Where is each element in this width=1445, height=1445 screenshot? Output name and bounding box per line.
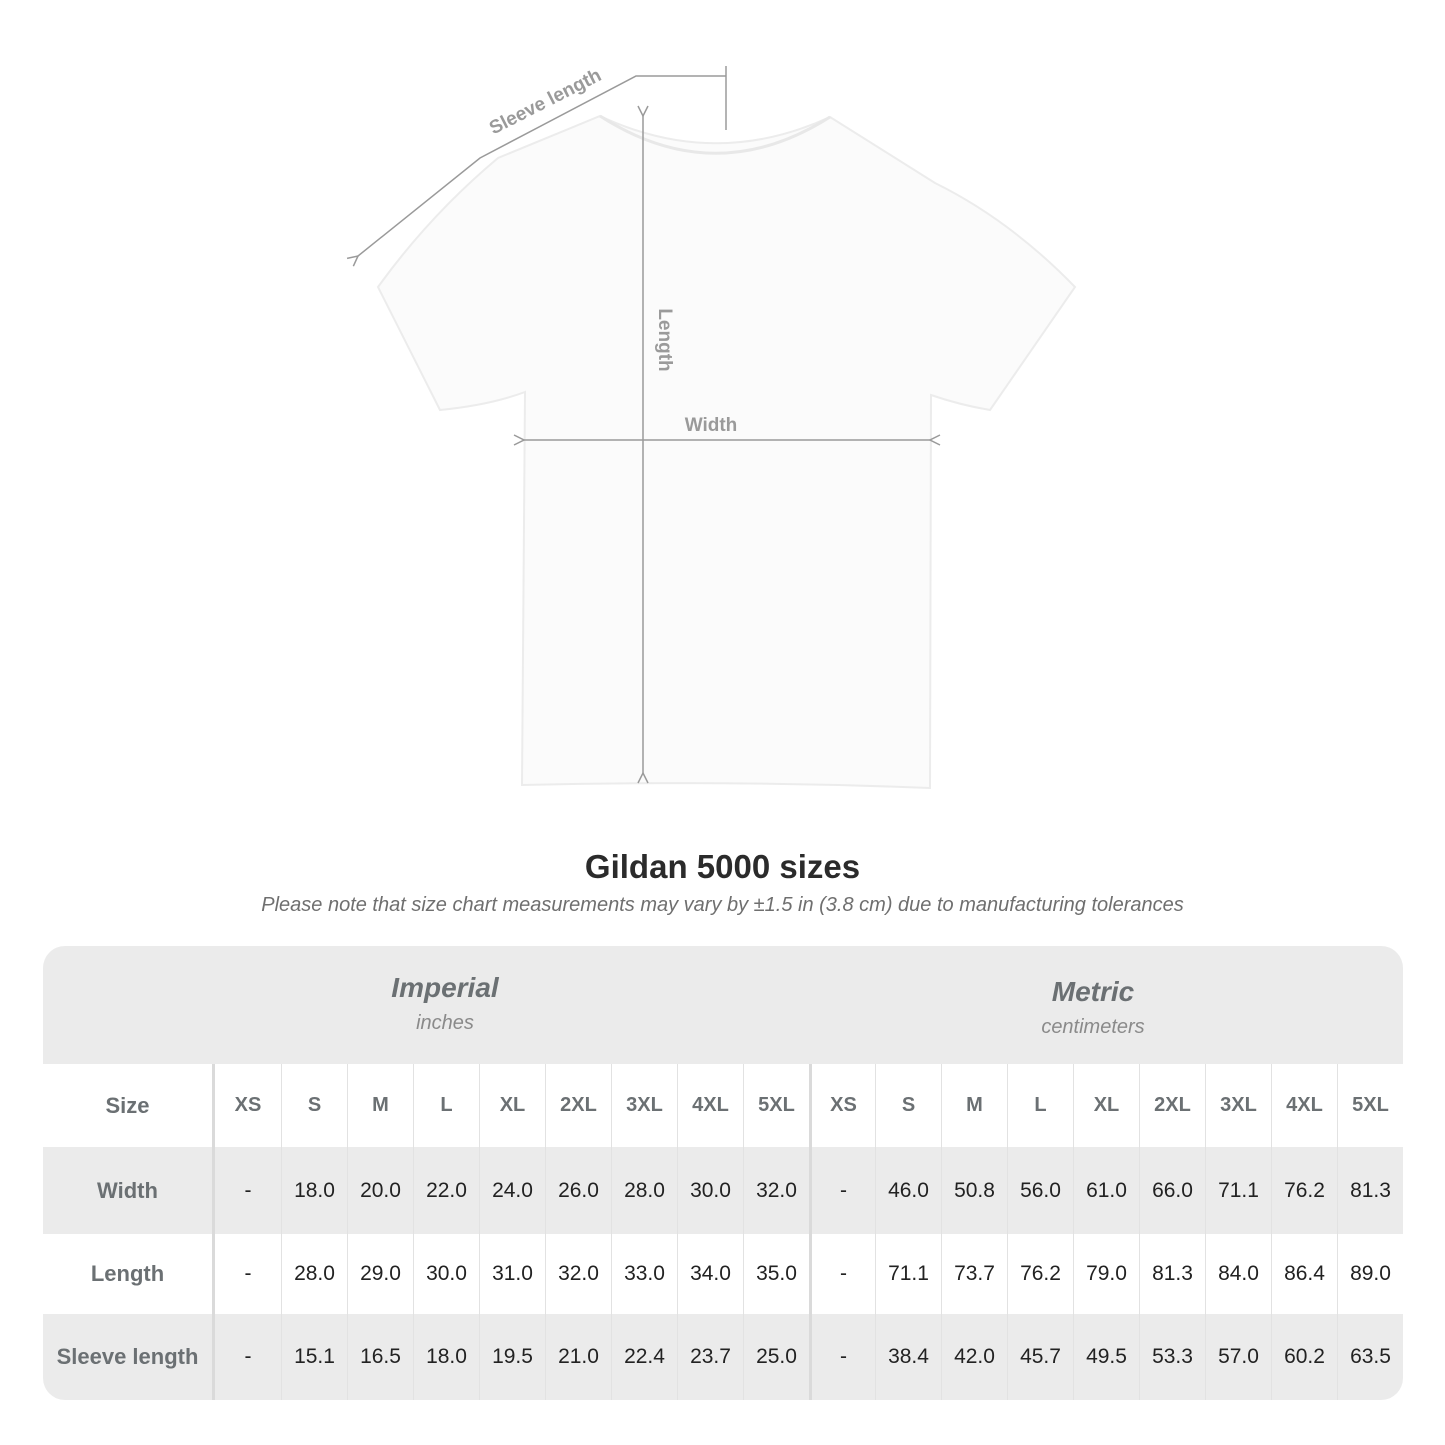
imperial-value-cell: 20.0 [347,1147,413,1234]
length-label: Length [654,308,675,371]
metric-value-cell: 45.7 [1007,1314,1073,1400]
imperial-value-cell: 30.0 [413,1234,479,1314]
imperial-value-cell: 32.0 [545,1234,611,1314]
sleeve-measure-line [358,75,726,256]
size-header-cell: XL [479,1064,545,1147]
metric-value-cell: 49.5 [1073,1314,1139,1400]
metric-value-cell: 56.0 [1007,1147,1073,1234]
metric-value-cell: 46.0 [875,1147,941,1234]
table-row: Sleeve length - 15.1 16.5 18.0 19.5 21.0 22.4 23… [43,1314,1403,1400]
imperial-value-cell: 35.0 [743,1234,809,1314]
width-label: Width [685,415,738,436]
size-header-cell: 4XL [677,1064,743,1147]
metric-value-cell: 42.0 [941,1314,1007,1400]
imperial-value-cell: 16.5 [347,1314,413,1400]
imperial-value-cell: 30.0 [677,1147,743,1234]
size-header-cell: 3XL [1205,1064,1271,1147]
size-header-cell: L [1007,1064,1073,1147]
size-row: Size XS S M L XL 2XL 3XL 4XL 5XL XS S M L XL 2XL 3XL 4XL 5… [43,1064,1403,1147]
imperial-value-cell: 26.0 [545,1147,611,1234]
metric-value-cell: 50.8 [941,1147,1007,1234]
size-header-cell: 3XL [611,1064,677,1147]
size-header-cell: XL [1073,1064,1139,1147]
metric-value-cell: 73.7 [941,1234,1007,1314]
imperial-value-cell: 22.4 [611,1314,677,1400]
row-label: Sleeve length [43,1314,215,1400]
metric-value-cell: 71.1 [1205,1147,1271,1234]
metric-value-cell: 76.2 [1271,1147,1337,1234]
metric-title: Metric [1051,976,1135,1007]
table-row: Width -18.0 20.0 22.0 24.0 26.0 28.0 30.0 32.0-4… [43,1147,1403,1234]
metric-value-cell: 76.2 [1007,1234,1073,1314]
imperial-title: Imperial [391,972,499,1003]
size-header-cell: 2XL [1139,1064,1205,1147]
size-header-cell: XS [234,1094,262,1116]
imperial-value-cell: 18.0 [281,1147,347,1234]
imperial-value-cell: - [244,1262,252,1285]
size-header-cell: L [413,1064,479,1147]
metric-value-cell: - [809,1147,875,1234]
imperial-value-cell: 19.5 [479,1314,545,1400]
metric-value-cell: 60.2 [1271,1314,1337,1400]
metric-value-cell: 81.3 [1337,1147,1403,1234]
metric-value-cell: 81.3 [1139,1234,1205,1314]
metric-value-cell: 89.0 [1337,1234,1403,1314]
row-label: Size [43,1064,215,1147]
metric-value-cell: 86.4 [1271,1234,1337,1314]
imperial-value-cell: 22.0 [413,1147,479,1234]
metric-value-cell: 79.0 [1073,1234,1139,1314]
collar [599,114,831,155]
imperial-value-cell: 31.0 [479,1234,545,1314]
page-title: Gildan 5000 sizes [584,848,861,885]
row-label: Length [43,1234,215,1314]
size-header-cell: 2XL [545,1064,611,1147]
imperial-value-cell: 23.7 [677,1314,743,1400]
imperial-unit: inches [416,1012,474,1034]
imperial-value-cell: 33.0 [611,1234,677,1314]
imperial-value-cell: 34.0 [677,1234,743,1314]
table-row: Length -28.0 29.0 30.0 31.0 32.0 33.0 34.0 35.0-… [43,1234,1403,1314]
metric-value-cell: - [809,1314,875,1400]
imperial-value-cell: 29.0 [347,1234,413,1314]
size-header-cell: XS [809,1064,875,1147]
tshirt-diagram: Sleeve length Length Width [0,65,1077,790]
size-table: Imperial inches Metric centimeters Size X… [43,946,1403,1400]
metric-unit: centimeters [1041,1016,1145,1038]
size-header-cell: 5XL [1337,1064,1403,1147]
imperial-value-cell: - [244,1345,252,1368]
size-header-cell: 5XL [743,1064,809,1147]
size-header-cell: M [941,1064,1007,1147]
imperial-value-cell: 25.0 [743,1314,809,1400]
metric-value-cell: 57.0 [1205,1314,1271,1400]
imperial-value-cell: 24.0 [479,1147,545,1234]
imperial-value-cell: 15.1 [281,1314,347,1400]
imperial-value-cell: 28.0 [281,1234,347,1314]
table-header: Imperial inches Metric centimeters [43,946,1403,1064]
size-header-cell: S [281,1064,347,1147]
metric-value-cell: - [809,1234,875,1314]
size-header-cell: M [347,1064,413,1147]
imperial-value-cell: 32.0 [743,1147,809,1234]
metric-value-cell: 53.3 [1139,1314,1205,1400]
tolerance-note: Please note that size chart measurements… [261,894,1184,916]
size-header-cell: S [875,1064,941,1147]
imperial-header: Imperial inches [215,972,675,1035]
metric-header: Metric centimeters [863,976,1323,1039]
imperial-value-cell: - [244,1178,252,1202]
imperial-value-cell: 28.0 [611,1147,677,1234]
metric-value-cell: 63.5 [1337,1314,1403,1400]
imperial-value-cell: 18.0 [413,1314,479,1400]
metric-value-cell: 71.1 [875,1234,941,1314]
metric-value-cell: 84.0 [1205,1234,1271,1314]
imperial-value-cell: 21.0 [545,1314,611,1400]
metric-value-cell: 61.0 [1073,1147,1139,1234]
metric-value-cell: 38.4 [875,1314,941,1400]
tshirt-shape [376,114,1077,790]
row-label: Width [43,1147,215,1234]
metric-value-cell: 66.0 [1139,1147,1205,1234]
size-header-cell: 4XL [1271,1064,1337,1147]
